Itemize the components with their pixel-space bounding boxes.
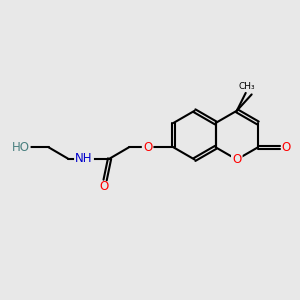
Text: O: O (232, 153, 242, 166)
Text: NH: NH (75, 152, 93, 165)
Text: O: O (281, 141, 290, 154)
Text: HO: HO (11, 141, 29, 154)
Text: O: O (143, 141, 152, 154)
Text: O: O (99, 180, 108, 193)
Text: CH₃: CH₃ (239, 82, 256, 91)
